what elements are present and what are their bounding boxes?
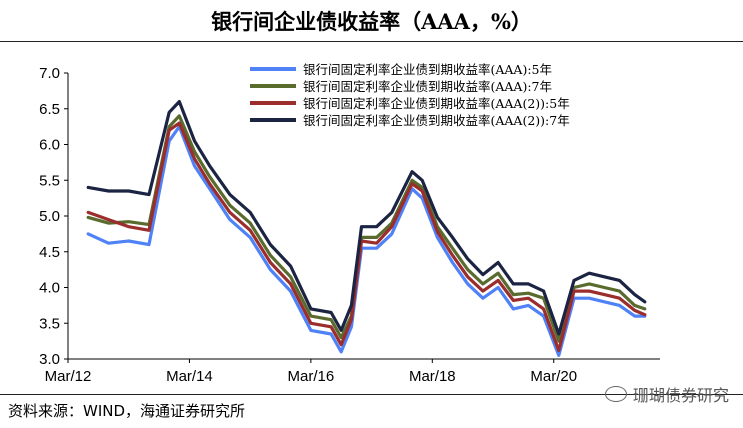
watermark-text: 珊瑚债券研究 [632, 386, 729, 405]
y-tick-label: 4.0 [39, 280, 60, 297]
legend-label-3: 银行间固定利率企业债到期收益率(AAA(2)):5年 [303, 96, 570, 111]
x-tick-label: Mar/14 [166, 368, 213, 385]
x-tick-label: Mar/16 [288, 368, 335, 385]
tick-layer: 3.0 3.5 4.0 4.5 5.0 5.5 6.0 6.5 7.0 Mar/12 Mar/14 M… [39, 65, 577, 385]
y-tick-label: 5.5 [39, 172, 60, 189]
y-tick-label: 4.5 [39, 244, 60, 261]
series-line-2 [86, 114, 647, 343]
x-tick-label: Mar/20 [530, 368, 577, 385]
series-layer [86, 100, 647, 357]
wechat-icon [604, 386, 627, 402]
source-note: 资料来源：WIND，海通证券研究所 [8, 402, 246, 420]
watermark: 珊瑚债券研究 [604, 382, 729, 406]
axes-layer [64, 72, 660, 363]
x-tick-label: Mar/18 [409, 368, 456, 385]
y-tick-label: 6.5 [39, 101, 60, 118]
x-tick-label: Mar/12 [45, 368, 92, 385]
title-divider [0, 41, 743, 42]
y-tick-label: 3.0 [39, 351, 60, 368]
legend: 银行间固定利率企业债到期收益率(AAA):5年银行间固定利率企业债到期收益率(A… [250, 62, 570, 128]
y-tick-label: 6.0 [39, 137, 60, 154]
series-line-3 [86, 121, 647, 352]
y-tick-label: 3.5 [39, 315, 60, 332]
series-line-4 [86, 100, 647, 336]
chart-title: 银行间企业债收益率（AAA，%） [211, 9, 532, 34]
legend-label-2: 银行间固定利率企业债到期收益率(AAA):7年 [303, 79, 552, 94]
source-divider [0, 394, 743, 395]
y-tick-label: 7.0 [39, 65, 60, 82]
legend-label-1: 银行间固定利率企业债到期收益率(AAA):5年 [303, 62, 552, 77]
legend-label-4: 银行间固定利率企业债到期收益率(AAA(2)):7年 [303, 113, 570, 128]
y-tick-label: 5.0 [39, 208, 60, 225]
